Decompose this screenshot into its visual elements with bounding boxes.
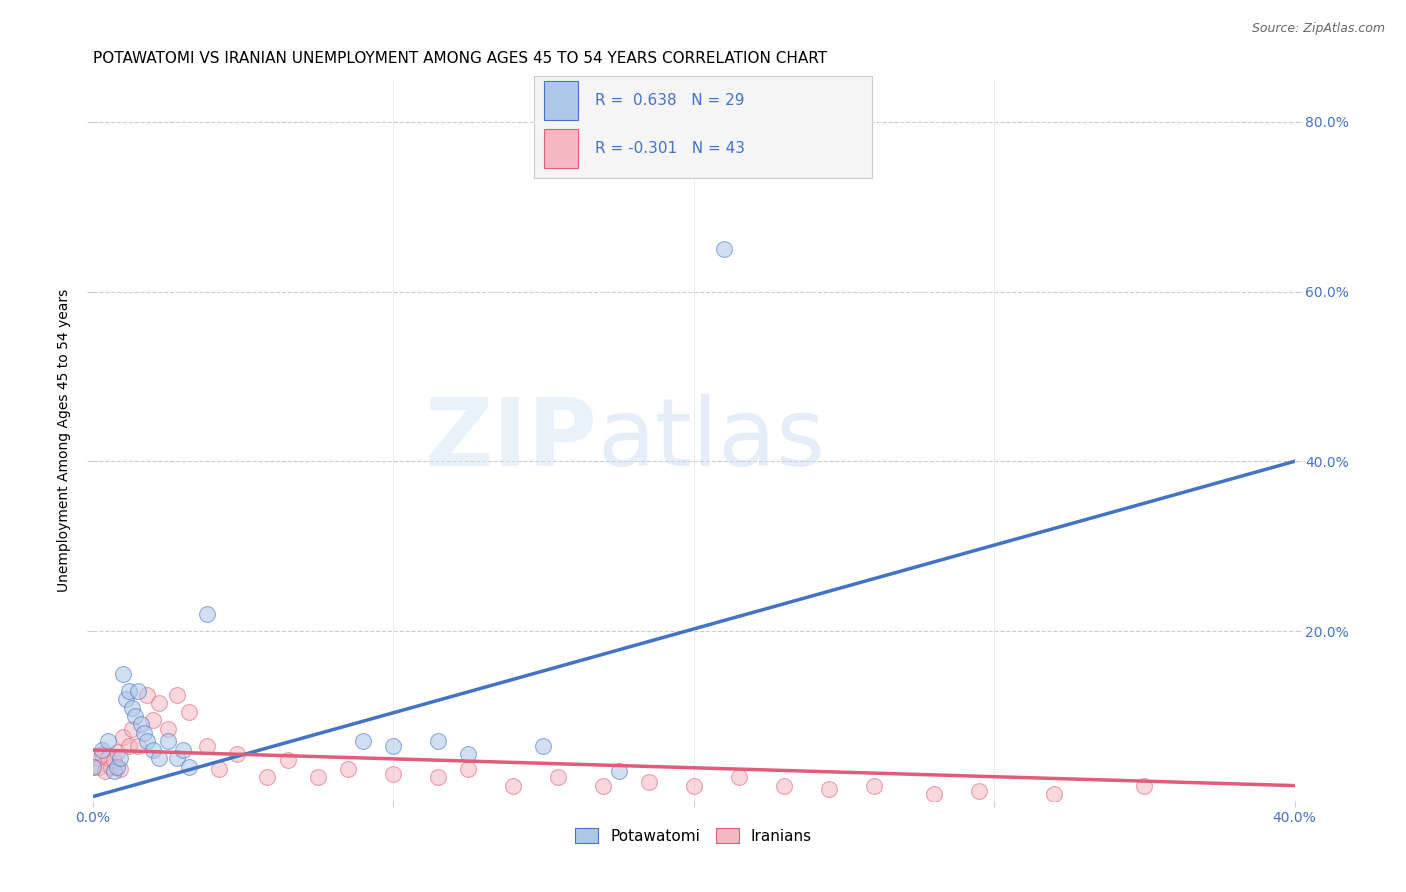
Text: atlas: atlas bbox=[598, 394, 825, 486]
Bar bbox=[544, 81, 578, 120]
Point bbox=[87, 760, 110, 774]
Point bbox=[352, 734, 374, 748]
Point bbox=[118, 739, 141, 753]
Point bbox=[226, 747, 249, 762]
Point bbox=[111, 730, 134, 744]
Point bbox=[607, 764, 630, 779]
Point bbox=[105, 745, 128, 759]
Point bbox=[132, 726, 155, 740]
Point bbox=[307, 770, 329, 784]
Point bbox=[111, 666, 134, 681]
Point bbox=[156, 722, 179, 736]
Point bbox=[129, 717, 152, 731]
Point bbox=[208, 762, 231, 776]
Text: ZIP: ZIP bbox=[425, 394, 598, 486]
Point bbox=[195, 739, 218, 753]
Point bbox=[967, 783, 990, 797]
Point bbox=[772, 779, 794, 793]
Bar bbox=[544, 129, 578, 168]
Point bbox=[592, 779, 614, 793]
Point bbox=[142, 743, 165, 757]
Point bbox=[817, 782, 839, 797]
Point bbox=[135, 734, 157, 748]
Point bbox=[382, 766, 405, 780]
Point bbox=[637, 775, 659, 789]
Point bbox=[127, 683, 149, 698]
Point bbox=[148, 751, 170, 765]
Point bbox=[166, 751, 188, 765]
Point bbox=[142, 713, 165, 727]
Point bbox=[427, 770, 450, 784]
Point bbox=[108, 762, 131, 776]
Point bbox=[84, 751, 107, 765]
Point bbox=[118, 683, 141, 698]
Point bbox=[382, 739, 405, 753]
Point bbox=[121, 722, 143, 736]
Point bbox=[108, 751, 131, 765]
Point bbox=[148, 696, 170, 710]
Text: R =  0.638   N = 29: R = 0.638 N = 29 bbox=[595, 93, 745, 108]
Point bbox=[166, 688, 188, 702]
Point bbox=[863, 779, 886, 793]
Point bbox=[547, 770, 569, 784]
Point bbox=[427, 734, 450, 748]
Point bbox=[177, 760, 200, 774]
Point bbox=[172, 743, 194, 757]
Point bbox=[727, 770, 749, 784]
Point bbox=[337, 762, 360, 776]
Point bbox=[82, 760, 104, 774]
Text: POTAWATOMI VS IRANIAN UNEMPLOYMENT AMONG AGES 45 TO 54 YEARS CORRELATION CHART: POTAWATOMI VS IRANIAN UNEMPLOYMENT AMONG… bbox=[93, 51, 827, 66]
Point bbox=[277, 753, 299, 767]
Point bbox=[114, 692, 136, 706]
Point bbox=[1043, 787, 1066, 801]
Point bbox=[135, 688, 157, 702]
Point bbox=[105, 760, 128, 774]
Text: Source: ZipAtlas.com: Source: ZipAtlas.com bbox=[1251, 22, 1385, 36]
Point bbox=[457, 762, 479, 776]
Point bbox=[100, 760, 122, 774]
Point bbox=[97, 734, 120, 748]
Point bbox=[457, 747, 479, 762]
Point bbox=[713, 242, 735, 256]
Point bbox=[177, 705, 200, 719]
Point bbox=[90, 747, 112, 762]
Point bbox=[922, 787, 945, 801]
Point bbox=[97, 751, 120, 765]
Point bbox=[103, 753, 125, 767]
Text: R = -0.301   N = 43: R = -0.301 N = 43 bbox=[595, 141, 745, 156]
Y-axis label: Unemployment Among Ages 45 to 54 years: Unemployment Among Ages 45 to 54 years bbox=[58, 288, 72, 591]
Point bbox=[195, 607, 218, 621]
Point bbox=[82, 760, 104, 774]
Point bbox=[156, 734, 179, 748]
Point bbox=[502, 779, 524, 793]
Point bbox=[256, 770, 278, 784]
Point bbox=[531, 739, 554, 753]
Point bbox=[682, 779, 704, 793]
Legend: Potawatomi, Iranians: Potawatomi, Iranians bbox=[575, 828, 811, 844]
Point bbox=[127, 739, 149, 753]
Point bbox=[1133, 779, 1156, 793]
Point bbox=[103, 764, 125, 779]
Point bbox=[124, 709, 146, 723]
Point bbox=[121, 700, 143, 714]
Point bbox=[93, 764, 115, 779]
Point bbox=[90, 743, 112, 757]
